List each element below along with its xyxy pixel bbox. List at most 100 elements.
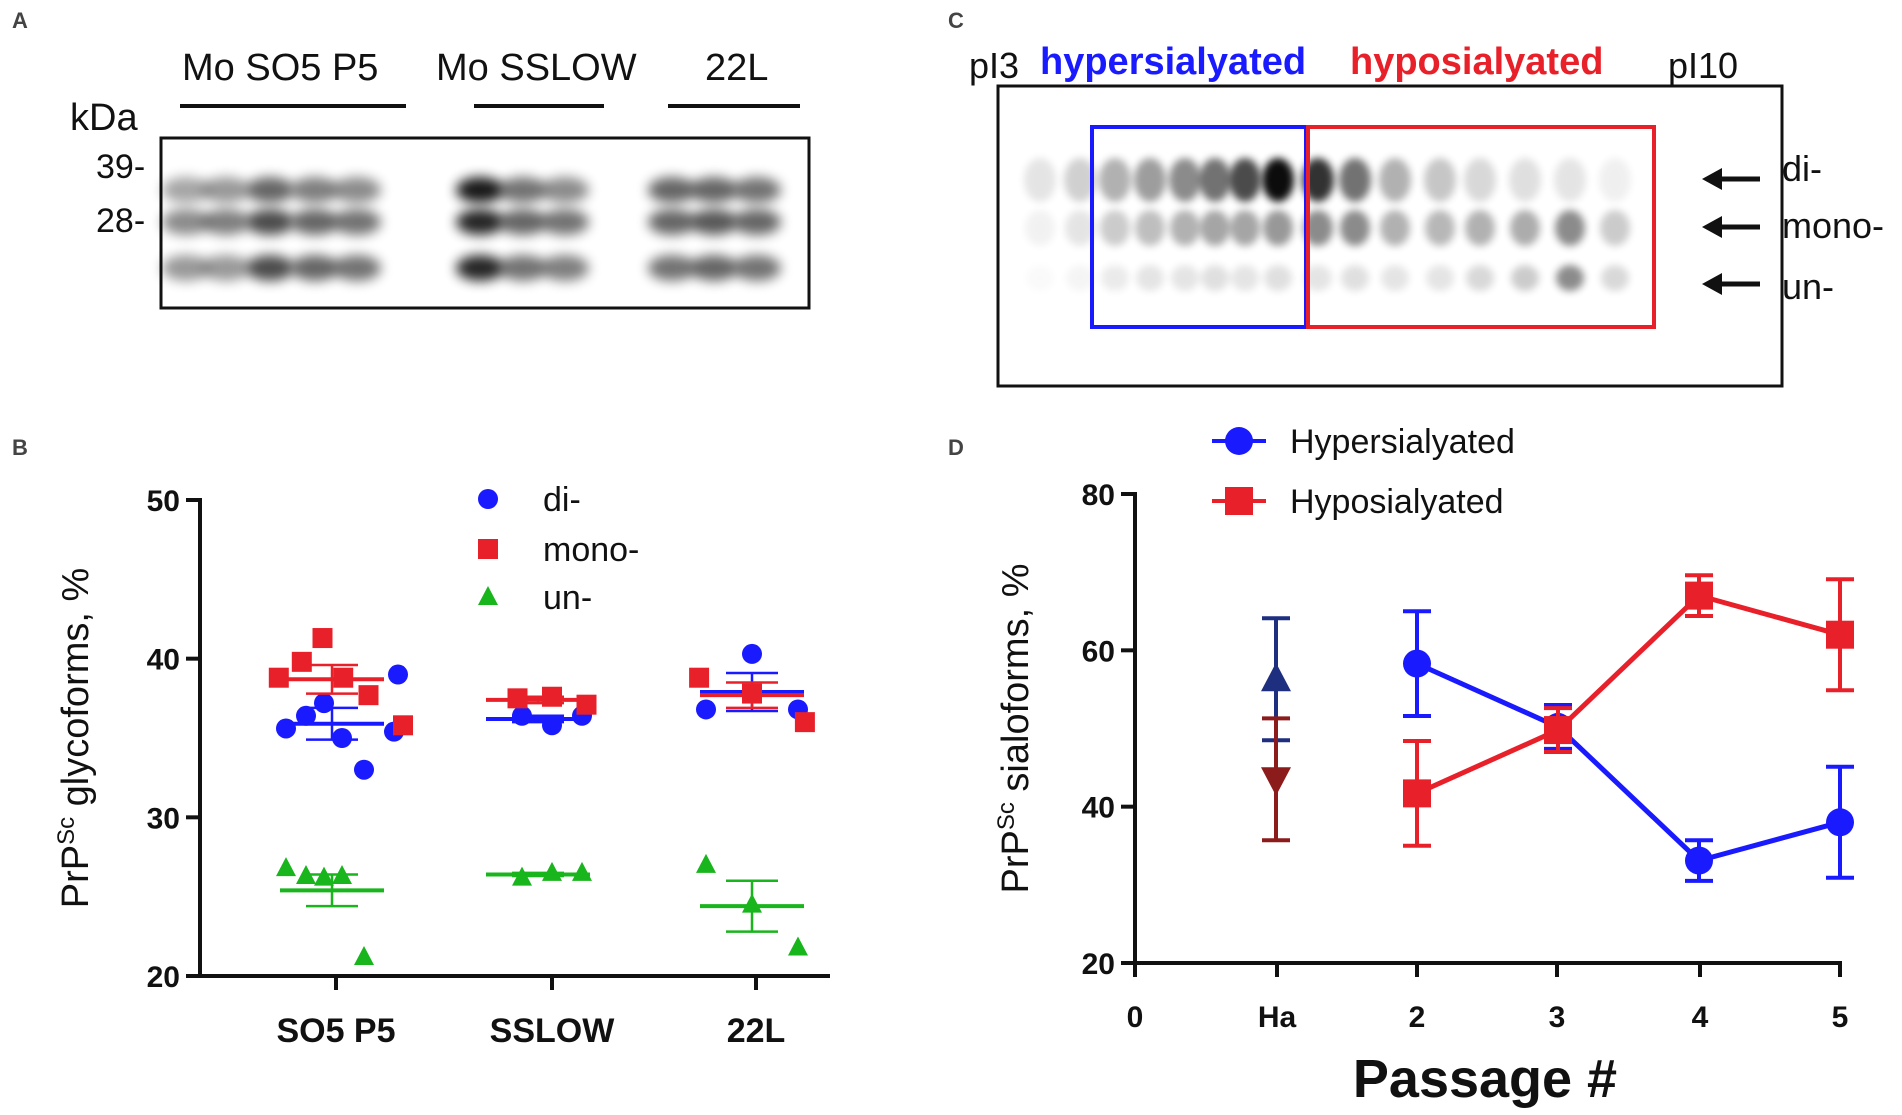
gel-spot	[1065, 210, 1095, 246]
gel-spot	[1340, 210, 1370, 246]
blot-band	[541, 209, 589, 235]
gel-spot	[1380, 210, 1410, 246]
blot-band	[291, 255, 339, 281]
data-point	[296, 705, 316, 726]
gel-spot	[1339, 158, 1371, 202]
chart-b: 20 30 40 50 SO5 P5 SSLOW 22L PrPSc glycoforms, …	[53, 481, 830, 1050]
gel-spots	[1024, 158, 1631, 291]
gel-spot	[1200, 210, 1230, 246]
data-point	[314, 866, 334, 886]
panel-d-label: D	[948, 435, 964, 460]
gel-spot	[1099, 158, 1131, 202]
data-point	[542, 861, 562, 881]
arrow-di-label: di-	[1782, 148, 1822, 189]
data-point	[572, 861, 592, 881]
blot-band	[648, 177, 696, 203]
x-tick-label: 22L	[727, 1012, 786, 1050]
blot-lanes	[162, 177, 781, 281]
gel-spot	[1464, 158, 1496, 202]
gel-spot	[1201, 265, 1229, 291]
hyposialyated-box	[1306, 125, 1656, 329]
arrow-mono-label: mono-	[1782, 205, 1884, 246]
legend-marker-un	[478, 586, 498, 605]
pi3-label: pI3	[969, 45, 1019, 86]
y-tick-label: 40	[147, 644, 180, 677]
data-point	[1685, 846, 1713, 875]
data-point	[689, 667, 710, 688]
legend-label-mono: mono-	[543, 531, 639, 569]
blot-band	[291, 209, 339, 235]
gel-spot	[1229, 158, 1261, 202]
marker-39: 39-	[96, 148, 145, 186]
blot-group-label-mo-sslow: Mo SSLOW	[436, 47, 637, 89]
gel-spot	[1170, 210, 1200, 246]
x-tick-label: SO5 P5	[276, 1012, 395, 1050]
blot-band	[499, 209, 547, 235]
gel-spot	[1101, 265, 1129, 291]
blot-band	[162, 255, 210, 281]
arrow-mono-icon	[1702, 216, 1722, 238]
ha-point	[1261, 767, 1291, 796]
data-point	[696, 853, 716, 873]
data-point	[268, 667, 289, 688]
blot-band	[733, 177, 781, 203]
gel-spot	[1169, 158, 1201, 202]
blot-band	[333, 255, 381, 281]
x-tick-label: SSLOW	[490, 1012, 616, 1050]
data-point	[1403, 779, 1431, 808]
gel-spot	[1264, 265, 1292, 291]
data-point	[1544, 716, 1572, 745]
blot-band	[499, 177, 547, 203]
gel-spot	[1136, 265, 1164, 291]
blot-band	[246, 255, 294, 281]
hyposialyated-label: hyposialyated	[1350, 41, 1603, 83]
x-axis-label: Passage #	[1353, 1049, 1617, 1109]
y-tick-label: 50	[147, 485, 180, 518]
kda-label: kDa	[70, 97, 138, 139]
data-point	[794, 712, 815, 733]
gel-spot	[1024, 158, 1056, 202]
y-tick-label: 20	[1082, 948, 1115, 981]
blot-band	[541, 177, 589, 203]
blot-band	[690, 177, 738, 203]
panel-a-label: A	[12, 8, 28, 33]
blot-band	[648, 209, 696, 235]
legend-label-di: di-	[543, 481, 581, 519]
blot-band	[648, 255, 696, 281]
gel-spot	[1510, 210, 1540, 246]
gel-spot	[1231, 265, 1259, 291]
data-point	[576, 694, 597, 715]
data-point	[696, 699, 716, 720]
gel-spot	[1135, 210, 1165, 246]
gel-spot	[1304, 265, 1332, 291]
series-line-hyposialyated	[1415, 592, 1841, 796]
gel-spot	[1599, 158, 1631, 202]
blot-band	[499, 255, 547, 281]
panel-b: B 20 30 40 50 SO5 P5 SSLOW 22L PrPSc glycoforms…	[12, 435, 830, 1050]
data-point	[276, 857, 296, 877]
panel-d: D 20 40 60 80 0 Ha 2 3 4 5 Passage # PrPSc sialofor…	[948, 423, 1854, 1109]
gel-spot	[1509, 158, 1541, 202]
data-point	[1826, 620, 1854, 649]
legend-label-hypersialyated: Hypersialyated	[1290, 423, 1515, 461]
blot-band	[246, 209, 294, 235]
data-point	[276, 718, 296, 739]
y-tick-label: 20	[147, 961, 180, 994]
panel-c: C pI3 hypersialyated hyposialyated pI10 …	[948, 8, 1884, 388]
arrow-un-label: un-	[1782, 266, 1834, 307]
data-point	[1685, 581, 1713, 610]
gel-spot	[1424, 158, 1456, 202]
gel-spot	[1171, 265, 1199, 291]
blot-band	[202, 209, 250, 235]
blot-group-label-22l: 22L	[705, 47, 768, 89]
gel-spot	[1303, 210, 1333, 246]
panel-c-label: C	[948, 8, 964, 33]
legend-marker-di	[478, 489, 498, 509]
x-tick-label: 5	[1832, 1001, 1849, 1034]
blot-band	[202, 177, 250, 203]
marker-28: 28-	[96, 202, 145, 240]
blot-band	[162, 209, 210, 235]
gel-spot	[1555, 210, 1585, 246]
legend-label-un: un-	[543, 579, 592, 617]
data-point	[1403, 649, 1431, 678]
